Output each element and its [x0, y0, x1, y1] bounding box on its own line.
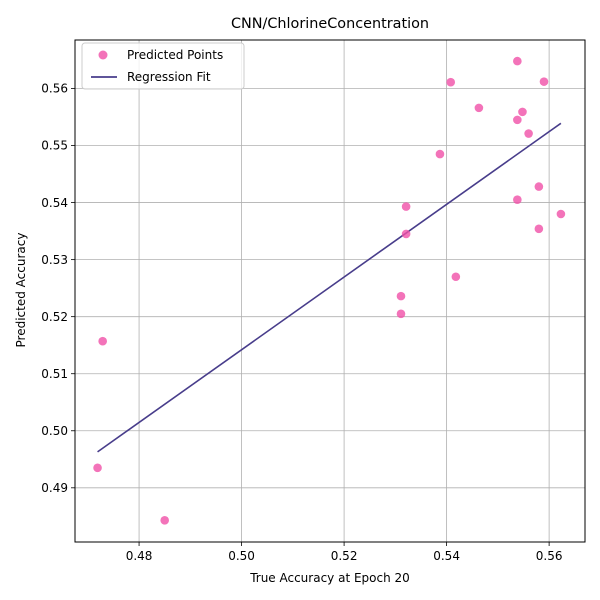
x-tick-label: 0.50	[228, 549, 255, 563]
y-tick-label: 0.54	[41, 196, 68, 210]
legend-label-regression-fit: Regression Fit	[127, 70, 211, 84]
predicted-point	[513, 56, 522, 66]
predicted-point	[513, 195, 522, 205]
legend-marker-predicted-points	[98, 50, 108, 60]
scatter-points	[93, 56, 566, 525]
y-tick-label: 0.53	[41, 253, 68, 267]
legend-label-predicted-points: Predicted Points	[127, 48, 223, 62]
y-tick-label: 0.49	[41, 481, 68, 495]
y-tick-label: 0.55	[41, 139, 68, 153]
x-tick-label: 0.52	[331, 549, 358, 563]
predicted-point	[474, 103, 484, 113]
predicted-point	[446, 77, 456, 87]
predicted-point	[556, 209, 566, 219]
plot-area-frame	[74, 39, 586, 543]
x-tick-label: 0.56	[536, 549, 563, 563]
x-axis-label: True Accuracy at Epoch 20	[249, 571, 410, 585]
predicted-point	[98, 336, 107, 346]
x-tick-label: 0.48	[126, 549, 153, 563]
predicted-point	[396, 309, 406, 319]
predicted-point	[539, 77, 549, 86]
predicted-point	[435, 149, 445, 159]
predicted-point	[160, 516, 169, 525]
legend: Predicted Points Regression Fit	[81, 42, 245, 90]
y-tick-label: 0.51	[41, 367, 68, 381]
grid	[75, 40, 585, 542]
predicted-point	[534, 182, 544, 191]
predicted-point	[524, 129, 533, 138]
y-axis-label: Predicted Accuracy	[14, 233, 28, 348]
predicted-point	[534, 224, 544, 234]
predicted-point	[451, 272, 461, 282]
predicted-point	[401, 202, 411, 211]
y-tick-label: 0.56	[41, 82, 68, 96]
predicted-point	[396, 291, 406, 301]
predicted-point	[93, 463, 102, 473]
x-axis-ticks: 0.48 0.50 0.52 0.54 0.56	[126, 542, 563, 563]
legend-box	[81, 42, 245, 90]
y-tick-label: 0.52	[41, 310, 68, 324]
x-tick-label: 0.54	[433, 549, 460, 563]
y-tick-label: 0.50	[41, 424, 68, 438]
regression-fit-line	[97, 122, 562, 453]
predicted-point	[518, 107, 527, 117]
chart-title: CNN/ChlorineConcentration	[231, 16, 429, 32]
predicted-point	[401, 229, 411, 239]
regression-line-layer	[97, 122, 562, 453]
predicted-point	[513, 115, 522, 125]
y-axis-ticks: 0.49 0.50 0.51 0.52 0.53 0.54 0.55 0.56	[41, 82, 75, 495]
